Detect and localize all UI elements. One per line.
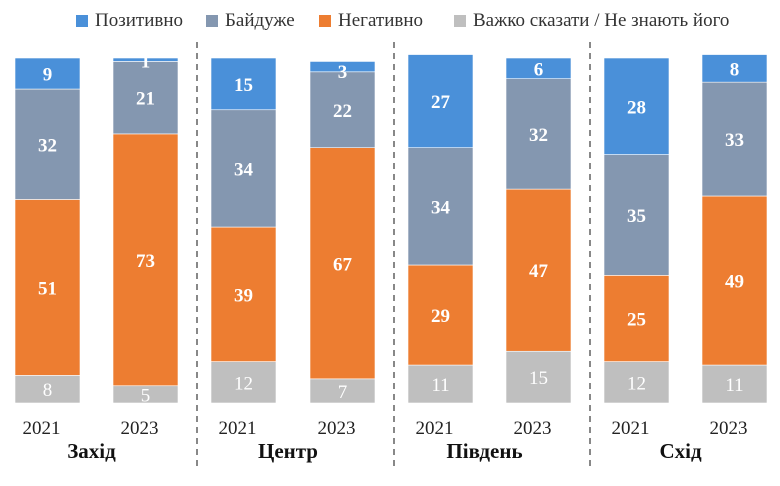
- data-label: 35: [627, 206, 646, 227]
- bar-segment: [210, 361, 277, 404]
- bar-segment: [112, 57, 179, 62]
- data-label: 15: [234, 75, 253, 96]
- data-label: 1: [141, 51, 151, 72]
- data-label: 12: [627, 373, 646, 394]
- bar-segment: [14, 199, 81, 376]
- legend-label: Негативно: [338, 10, 423, 31]
- bar-segment: [309, 71, 376, 149]
- legend-swatch: [319, 15, 331, 27]
- data-label: 25: [627, 309, 646, 330]
- bar-segment: [603, 275, 670, 362]
- bar-segment: [14, 88, 81, 200]
- data-label: 33: [725, 130, 744, 151]
- region-label: Центр: [258, 439, 318, 463]
- data-label: 27: [431, 92, 451, 113]
- bar-segment: [603, 57, 670, 155]
- bar-segment: [210, 109, 277, 228]
- bar-segment: [407, 364, 474, 404]
- bar-segment: [505, 350, 572, 404]
- region-label: Захід: [67, 439, 116, 463]
- bar-segment: [505, 188, 572, 352]
- bar-segment: [407, 54, 474, 149]
- legend-swatch: [76, 15, 88, 27]
- data-label: 12: [234, 373, 253, 394]
- data-label: 29: [431, 306, 450, 327]
- bar-segment: [309, 61, 376, 73]
- region-label: Схід: [659, 439, 702, 463]
- bar-segment: [701, 195, 768, 366]
- legend-item: Негативно: [319, 6, 423, 36]
- legend-label: Позитивно: [95, 10, 184, 31]
- legend-item: Байдуже: [206, 6, 295, 36]
- bar-segment: [505, 78, 572, 190]
- data-label: 28: [627, 97, 646, 118]
- bar-segment: [210, 226, 277, 362]
- data-label: 34: [431, 197, 451, 218]
- year-label: 2021: [416, 418, 454, 439]
- bar-segment: [603, 361, 670, 404]
- bar-segment: [407, 264, 474, 366]
- data-label: 8: [43, 380, 53, 401]
- year-label: 2021: [219, 418, 257, 439]
- data-label: 51: [38, 278, 57, 299]
- data-label: 15: [529, 368, 548, 389]
- data-label: 5: [141, 385, 151, 406]
- data-label: 49: [725, 272, 744, 293]
- bar-segment: [407, 147, 474, 266]
- data-label: 73: [136, 251, 155, 272]
- legend-swatch: [206, 15, 218, 27]
- data-label: 3: [338, 62, 348, 83]
- bar-segment: [701, 81, 768, 197]
- year-label: 2021: [23, 418, 61, 439]
- data-label: 34: [234, 159, 254, 180]
- legend-label: Важко сказати / Не знають його: [473, 10, 730, 31]
- legend-item: Важко сказати / Не знають його: [454, 6, 729, 36]
- data-label: 47: [529, 261, 549, 282]
- data-label: 21: [136, 89, 155, 110]
- bar-segment: [112, 61, 179, 135]
- year-label: 2021: [612, 418, 650, 439]
- region-label: Південь: [446, 439, 522, 463]
- bar-segment: [14, 375, 81, 404]
- bar-segment: [505, 57, 572, 80]
- data-label: 32: [529, 125, 548, 146]
- data-label: 22: [333, 101, 352, 122]
- legend-label: Байдуже: [225, 10, 295, 31]
- year-label: 2023: [121, 418, 159, 439]
- data-label: 67: [333, 254, 353, 275]
- year-label: 2023: [710, 418, 748, 439]
- bar-segment: [14, 57, 81, 90]
- bar-segment: [112, 133, 179, 387]
- year-label: 2023: [514, 418, 552, 439]
- data-label: 32: [38, 135, 57, 156]
- data-label: 8: [730, 59, 740, 80]
- data-label: 7: [338, 382, 348, 403]
- data-label: 11: [431, 375, 449, 396]
- bar-segment: [701, 54, 768, 83]
- legend-item: Позитивно: [76, 6, 183, 36]
- year-label: 2023: [318, 418, 356, 439]
- data-label: 6: [534, 59, 544, 80]
- data-label: 9: [43, 65, 53, 86]
- bar-segment: [603, 154, 670, 276]
- data-label: 39: [234, 285, 253, 306]
- bar-segment: [309, 378, 376, 404]
- bar-segment: [701, 364, 768, 404]
- data-label: 11: [725, 375, 743, 396]
- bar-segment: [210, 57, 277, 111]
- chart-legend: Позитивно Байдуже Негативно Важко сказати /…: [0, 6, 780, 36]
- legend-swatch: [454, 15, 466, 27]
- bar-segment: [309, 147, 376, 380]
